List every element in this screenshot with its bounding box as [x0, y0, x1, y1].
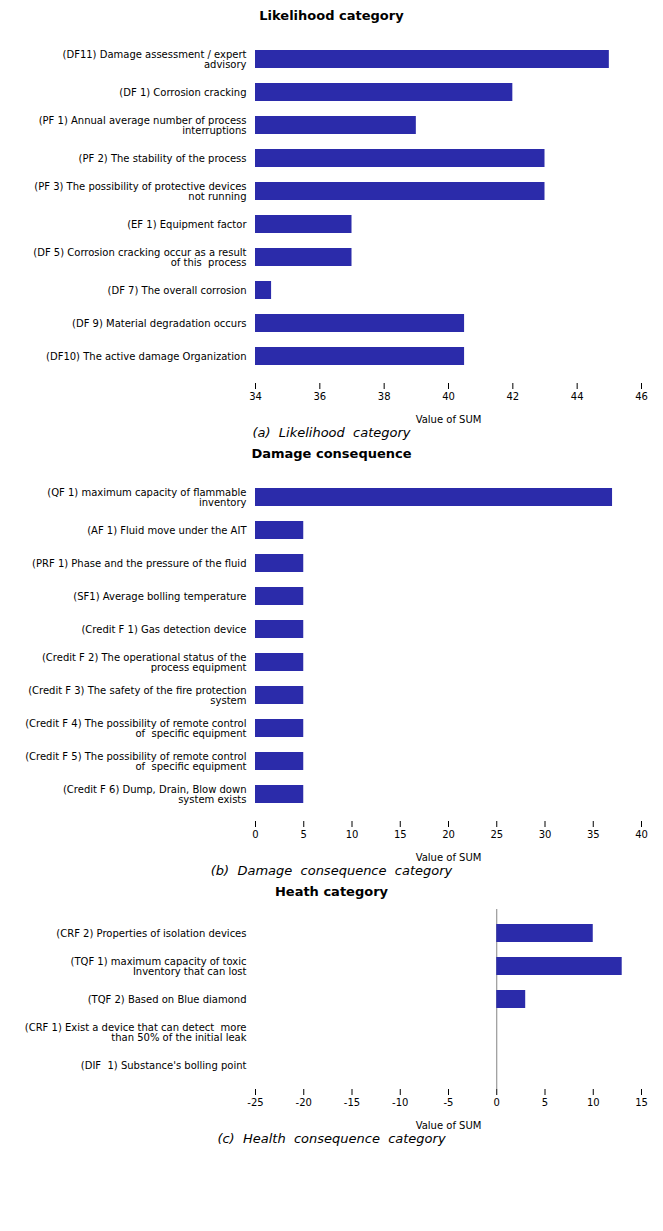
- svg-text:38: 38: [378, 391, 391, 402]
- svg-text:(Credit F 6) Dump, Drain, Blow: (Credit F 6) Dump, Drain, Blow downsyste…: [63, 784, 247, 805]
- svg-text:-10: -10: [392, 1097, 408, 1108]
- svg-text:44: 44: [571, 391, 584, 402]
- svg-text:(Credit F 4) The possibility o: (Credit F 4) The possibility of remote c…: [25, 718, 246, 739]
- svg-text:0: 0: [252, 829, 258, 840]
- svg-text:(SF1) Average bolling temperat: (SF1) Average bolling temperature: [73, 591, 246, 602]
- svg-text:(DIF 1) Substance's bolling p: (DIF 1) Substance's bolling point: [81, 1060, 247, 1071]
- svg-text:5: 5: [301, 829, 307, 840]
- svg-text:(Credit F 5) The possibility o: (Credit F 5) The possibility of remote c…: [25, 751, 246, 772]
- svg-text:34: 34: [249, 391, 262, 402]
- svg-text:(Credit F 1) Gas detection dev: (Credit F 1) Gas detection device: [81, 624, 246, 635]
- svg-text:(PF 3) The possibility of prot: (PF 3) The possibility of protective dev…: [34, 181, 246, 202]
- svg-text:20: 20: [442, 829, 455, 840]
- svg-text:Value of SUM: Value of SUM: [416, 852, 482, 863]
- svg-text:(QF 1) maximum capacity of fla: (QF 1) maximum capacity of flammableinve…: [47, 487, 246, 508]
- svg-text:(EF 1) Equipment factor: (EF 1) Equipment factor: [127, 219, 247, 230]
- svg-text:42: 42: [506, 391, 519, 402]
- svg-text:-5: -5: [444, 1097, 454, 1108]
- svg-text:(TQF 2) Based on Blue diamond: (TQF 2) Based on Blue diamond: [88, 994, 247, 1005]
- svg-text:15: 15: [394, 829, 407, 840]
- svg-text:(Credit F 2) The operational s: (Credit F 2) The operational status of t…: [42, 652, 247, 673]
- svg-text:(CRF 1) Exist a device that ca: (CRF 1) Exist a device that can detect m…: [25, 1022, 247, 1043]
- svg-text:(Credit F 3) The safety of the: (Credit F 3) The safety of the fire prot…: [28, 685, 246, 706]
- svg-text:Value of SUM: Value of SUM: [416, 414, 482, 425]
- svg-text:(PF 1) Annual average number o: (PF 1) Annual average number of processi…: [39, 115, 247, 136]
- svg-text:(TQF 1) maximum capacity of to: (TQF 1) maximum capacity of toxicInvento…: [71, 956, 247, 977]
- svg-text:0: 0: [494, 1097, 500, 1108]
- html-text:(b) Damage consequence categor: (b) Damage consequence category: [210, 863, 453, 878]
- html-text:(c) Health consequence categor: (c) Health consequence category: [217, 1131, 446, 1146]
- svg-text:40: 40: [635, 829, 648, 840]
- svg-text:36: 36: [313, 391, 326, 402]
- svg-text:-20: -20: [296, 1097, 312, 1108]
- svg-text:10: 10: [346, 829, 359, 840]
- svg-text:5: 5: [542, 1097, 548, 1108]
- svg-text:(DF 1) Corrosion cracking: (DF 1) Corrosion cracking: [119, 87, 246, 98]
- html-text:Heath category: Heath category: [274, 884, 388, 899]
- svg-text:-15: -15: [344, 1097, 360, 1108]
- svg-text:(DF 5) Corrosion cracking occu: (DF 5) Corrosion cracking occur as a res…: [33, 247, 246, 268]
- svg-text:(CRF 2) Properties of isolatio: (CRF 2) Properties of isolation devices: [56, 928, 246, 939]
- svg-text:(DF 7) The overall corrosion: (DF 7) The overall corrosion: [108, 285, 247, 296]
- html-text:Likelihood category: Likelihood category: [259, 8, 404, 23]
- svg-text:(DF 9) Material degradation oc: (DF 9) Material degradation occurs: [72, 318, 246, 329]
- svg-text:(DF11) Damage assessment / exp: (DF11) Damage assessment / expertadvisor…: [63, 49, 247, 70]
- svg-text:(PF 2) The stability of the pr: (PF 2) The stability of the process: [79, 153, 247, 164]
- svg-text:30: 30: [539, 829, 552, 840]
- svg-text:(DF10) The active damage Organ: (DF10) The active damage Organization: [46, 351, 246, 362]
- svg-text:25: 25: [490, 829, 503, 840]
- svg-text:-25: -25: [247, 1097, 263, 1108]
- svg-text:35: 35: [587, 829, 600, 840]
- svg-text:40: 40: [442, 391, 455, 402]
- html-text:(a) Likelihood category: (a) Likelihood category: [252, 425, 411, 440]
- svg-text:(AF 1) Fluid move under the AI: (AF 1) Fluid move under the AIT: [87, 525, 247, 536]
- svg-text:10: 10: [587, 1097, 600, 1108]
- html-text:Damage consequence: Damage consequence: [251, 446, 412, 461]
- svg-text:Value of SUM: Value of SUM: [416, 1120, 482, 1131]
- svg-text:(PRF 1) Phase and the pressure: (PRF 1) Phase and the pressure of the fl…: [32, 558, 246, 569]
- svg-text:46: 46: [635, 391, 648, 402]
- svg-text:15: 15: [635, 1097, 648, 1108]
